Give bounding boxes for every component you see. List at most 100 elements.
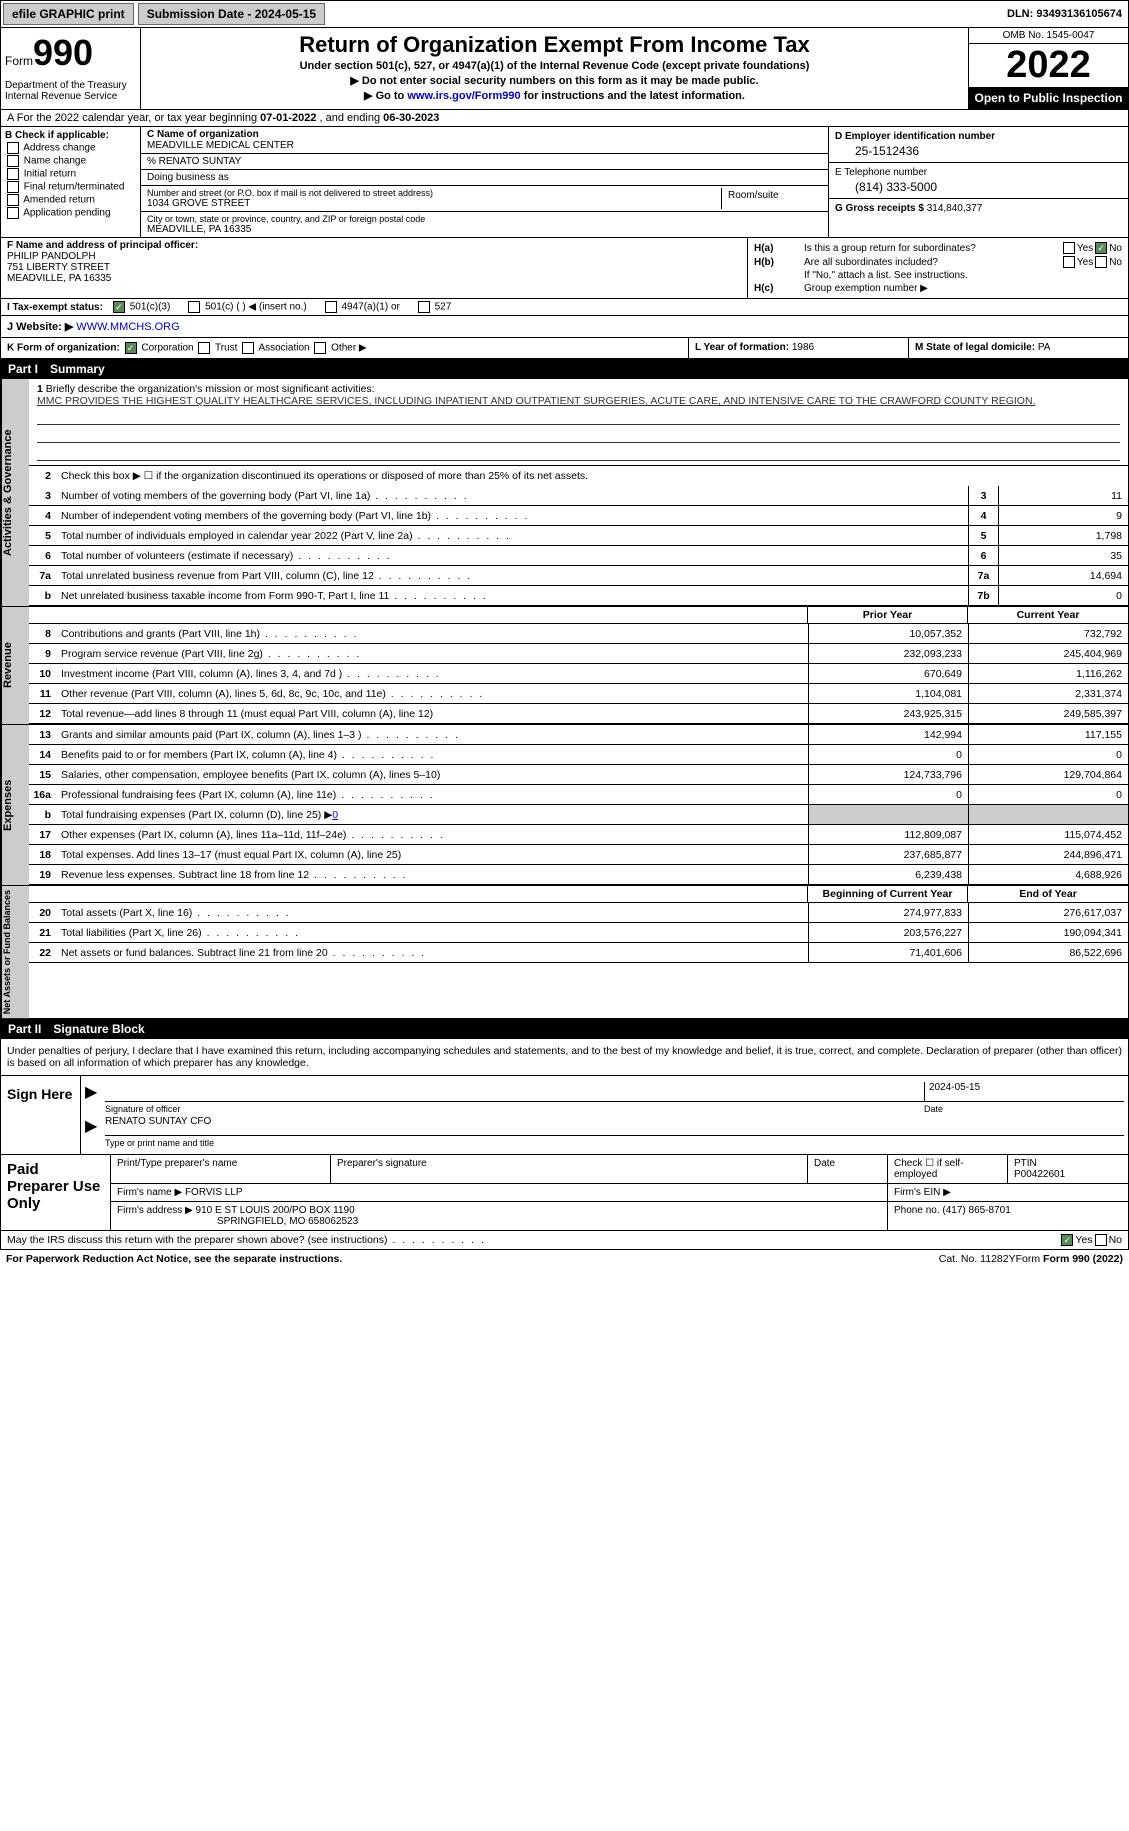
prior-17: 112,809,087 [808,825,968,844]
col-d: D Employer identification number25-15124… [828,127,1128,237]
omb-number: OMB No. 1545-0047 [969,28,1128,44]
curr-8: 732,792 [968,624,1128,643]
prior-8: 10,057,352 [808,624,968,643]
val-7b: 0 [998,586,1128,605]
side-revenue: Revenue [1,607,29,724]
chk-527[interactable] [418,301,430,313]
prior-14: 0 [808,745,968,764]
part1-header: Part ISummary [0,359,1129,379]
declaration-text: Under penalties of perjury, I declare th… [0,1039,1129,1076]
val-5: 1,798 [998,526,1128,545]
curr-10: 1,116,262 [968,664,1128,683]
begin-20: 274,977,833 [808,903,968,922]
firm-phone: (417) 865-8701 [942,1205,1010,1216]
prior-13: 142,994 [808,725,968,744]
revenue-table: Revenue Prior YearCurrent Year 8Contribu… [0,607,1129,725]
section-bcd: B Check if applicable: Address change Na… [0,127,1129,238]
chk-discuss-yes[interactable]: ✓ [1061,1234,1073,1246]
care-of: % RENATO SUNTAY [147,156,241,167]
chk-assoc[interactable] [242,342,254,354]
col-f: F Name and address of principal officer:… [1,238,748,298]
line-a: A For the 2022 calendar year, or tax yea… [0,110,1129,127]
firm-name: FORVIS LLP [185,1187,243,1198]
ptin: P00422601 [1014,1169,1065,1180]
section-fh: F Name and address of principal officer:… [0,238,1129,299]
chk-ha-no[interactable]: ✓ [1095,242,1107,254]
chk-501c3[interactable]: ✓ [113,301,125,313]
end-20: 276,617,037 [968,903,1128,922]
curr-12: 249,585,397 [968,704,1128,723]
irs-link[interactable]: www.irs.gov/Form990 [407,90,520,102]
form-title: Return of Organization Exempt From Incom… [145,32,964,58]
officer-name-title: RENATO SUNTAY CFO [105,1116,1124,1136]
val-7a: 14,694 [998,566,1128,585]
col-c: C Name of organizationMEADVILLE MEDICAL … [141,127,828,237]
curr-16a: 0 [968,785,1128,804]
phone: (814) 333-5000 [855,180,1122,194]
chk-ha-yes[interactable] [1063,242,1075,254]
form-header: Form990 Department of the Treasury Inter… [0,28,1129,110]
curr-9: 245,404,969 [968,644,1128,663]
row-i: I Tax-exempt status: ✓ 501(c)(3) 501(c) … [0,299,1129,316]
open-to-public: Open to Public Inspection [969,87,1128,109]
form-number: 990 [33,32,93,73]
bottom-row: For Paperwork Reduction Act Notice, see … [0,1250,1129,1268]
chk-pending[interactable] [7,207,19,219]
subtitle-2: ▶ Do not enter social security numbers o… [145,74,964,87]
curr-17: 115,074,452 [968,825,1128,844]
sig-date: 2024-05-15 [924,1082,1124,1102]
efile-button[interactable]: efile GRAPHIC print [3,3,134,25]
activities-table: Activities & Governance 1 Briefly descri… [0,379,1129,607]
end-21: 190,094,341 [968,923,1128,942]
subtitle-3: ▶ Go to www.irs.gov/Form990 for instruct… [145,89,964,102]
officer-name: PHILIP PANDOLPH [7,251,96,262]
website-link[interactable]: WWW.MMCHS.ORG [76,321,179,333]
gross-receipts: 314,840,377 [927,203,983,214]
curr-15: 129,704,864 [968,765,1128,784]
ein: 25-1512436 [855,144,1122,158]
col-h: H(a)Is this a group return for subordina… [748,238,1128,298]
curr-13: 117,155 [968,725,1128,744]
prior-19: 6,239,438 [808,865,968,884]
firm-addr: 910 E ST LOUIS 200/PO BOX 1190 [196,1205,355,1216]
chk-address[interactable] [7,142,19,154]
side-netassets: Net Assets or Fund Balances [1,886,29,1018]
begin-22: 71,401,606 [808,943,968,962]
prior-18: 237,685,877 [808,845,968,864]
tax-year: 2022 [969,44,1128,87]
year-formation: 1986 [792,342,814,353]
chk-4947[interactable] [325,301,337,313]
subtitle-1: Under section 501(c), 527, or 4947(a)(1)… [145,60,964,72]
val-4: 9 [998,506,1128,525]
dept-text: Department of the Treasury Internal Reve… [5,80,136,102]
col-b: B Check if applicable: Address change Na… [1,127,141,237]
prior-16a: 0 [808,785,968,804]
netassets-table: Net Assets or Fund Balances Beginning of… [0,886,1129,1019]
prior-9: 232,093,233 [808,644,968,663]
end-22: 86,522,696 [968,943,1128,962]
chk-final[interactable] [7,181,19,193]
street-address: 1034 GROVE STREET [147,198,721,209]
discuss-row: May the IRS discuss this return with the… [0,1231,1129,1250]
chk-corp[interactable]: ✓ [125,342,137,354]
chk-initial[interactable] [7,168,19,180]
expenses-table: Expenses 13Grants and similar amounts pa… [0,725,1129,886]
chk-hb-yes[interactable] [1063,256,1075,268]
state-domicile: PA [1038,342,1051,353]
val-6: 35 [998,546,1128,565]
side-expenses: Expenses [1,725,29,885]
begin-21: 203,576,227 [808,923,968,942]
chk-name[interactable] [7,155,19,167]
curr-19: 4,688,926 [968,865,1128,884]
dln-text: DLN: 93493136105674 [1007,8,1128,20]
form-label: Form [5,54,33,68]
submission-button[interactable]: Submission Date - 2024-05-15 [138,3,325,25]
org-name: MEADVILLE MEDICAL CENTER [147,140,294,151]
chk-discuss-no[interactable] [1095,1234,1107,1246]
curr-14: 0 [968,745,1128,764]
chk-amended[interactable] [7,194,19,206]
chk-other[interactable] [314,342,326,354]
chk-trust[interactable] [198,342,210,354]
chk-501c[interactable] [188,301,200,313]
chk-hb-no[interactable] [1095,256,1107,268]
